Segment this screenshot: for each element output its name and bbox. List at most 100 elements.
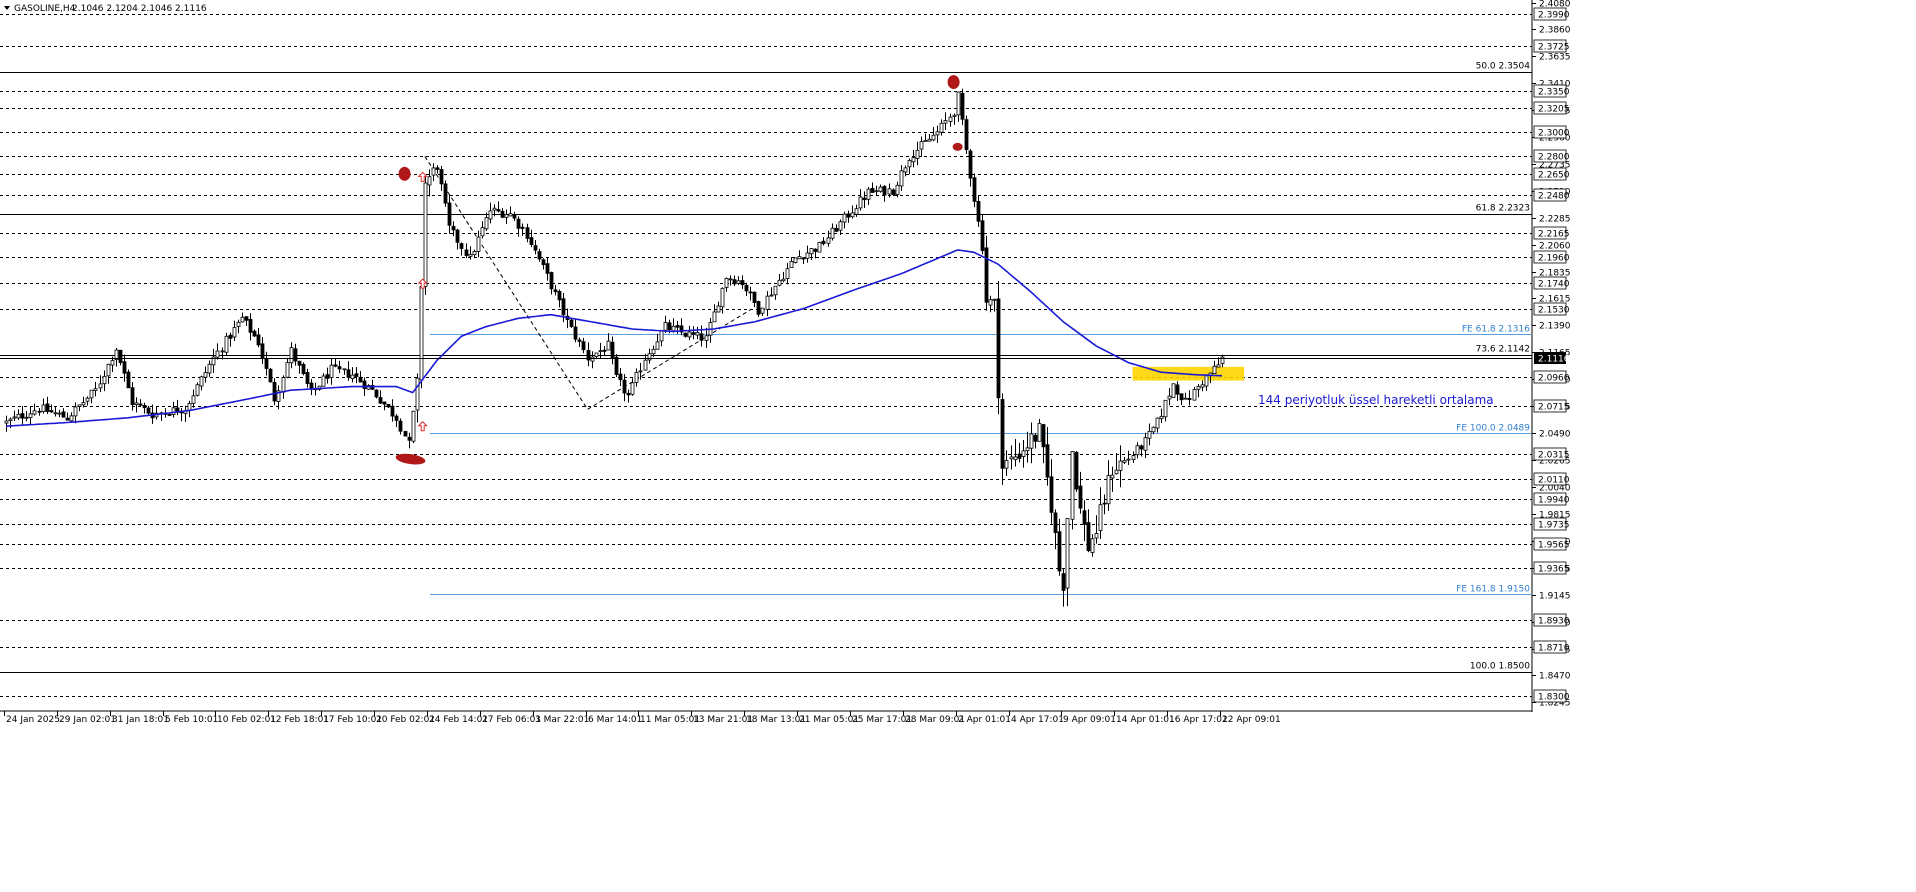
candle-body [224, 335, 229, 353]
candle-body [411, 410, 416, 442]
pattern-trend-line [424, 156, 588, 410]
candle-body [854, 208, 859, 215]
candle-body [1114, 469, 1119, 475]
candle-body [337, 366, 342, 370]
candle-body [268, 368, 273, 383]
candle-body [1131, 455, 1136, 461]
up-arrow-icon [417, 171, 428, 182]
price-axis-tick-label: 2.3635 [1539, 53, 1571, 63]
candle-body [533, 245, 538, 251]
candle-body [756, 301, 761, 315]
candle-body [464, 249, 469, 256]
candle-body [256, 334, 261, 346]
candle-body [354, 373, 359, 377]
level-price-label: 2.0315 [1538, 451, 1570, 461]
candle-body [81, 402, 86, 406]
candle-body [220, 350, 225, 353]
candle-body [480, 227, 485, 237]
candle-body [195, 384, 200, 396]
candle-body [264, 358, 269, 369]
time-axis-label: 12 Feb 18:01 [270, 715, 329, 725]
candle-body [1110, 474, 1115, 479]
candle-body [455, 229, 460, 243]
candle-body [1029, 433, 1034, 449]
candle-body [272, 381, 277, 402]
time-axis-label: 22 Apr 09:01 [1222, 715, 1281, 725]
time-axis-label: 24 Feb 14:01 [429, 715, 488, 725]
time-axis-label: 13 Mar 21:01 [693, 715, 753, 725]
candle-body [549, 272, 554, 290]
candle-body [679, 325, 684, 333]
level-price-box [1533, 250, 1567, 264]
candle-body [972, 177, 977, 202]
candle-body [260, 343, 265, 359]
candle-body [765, 295, 770, 310]
price-axis-tick-label: 1.9145 [1539, 592, 1571, 602]
candle-body [329, 364, 334, 378]
candle-body [1200, 384, 1205, 388]
candle-body [85, 397, 90, 402]
candle-body [1078, 485, 1083, 509]
candle-body [134, 402, 139, 405]
level-price-label: 2.2165 [1538, 230, 1570, 240]
candle-body [895, 184, 900, 195]
candle-body [281, 377, 286, 393]
candle-body [358, 376, 363, 383]
candle-body [858, 196, 863, 209]
time-axis-label: 10 Feb 02:01 [217, 715, 276, 725]
candle-body [878, 186, 883, 192]
level-price-box [1533, 84, 1567, 98]
level-price-label: 2.3990 [1538, 11, 1570, 21]
candle-body [634, 371, 639, 383]
level-price-box [1533, 7, 1567, 21]
swing-point-marker [398, 166, 411, 181]
candle-body [1041, 424, 1046, 448]
candle-body [830, 227, 835, 239]
candle-body [691, 332, 696, 335]
candle-body [16, 413, 21, 419]
price-axis-tick-label: 2.0040 [1539, 484, 1571, 494]
candle-body [342, 368, 347, 371]
candle-body [789, 261, 794, 268]
candle-body [1118, 460, 1123, 471]
candle-body [736, 280, 741, 284]
candle-body [488, 210, 493, 220]
candle-body [1017, 453, 1022, 459]
time-axis-label: 17 Feb 10:01 [323, 715, 382, 725]
level-price-box [1533, 537, 1567, 551]
candle-body [386, 403, 391, 408]
dropdown-triangle-icon[interactable] [4, 6, 10, 10]
candle-body [118, 349, 123, 363]
level-price-box [1533, 149, 1567, 163]
candle-body [931, 134, 936, 141]
level-price-label: 2.3000 [1538, 129, 1570, 139]
candle-body [248, 318, 253, 333]
candle-body [919, 141, 924, 150]
candle-body [846, 213, 851, 218]
candle-body [1106, 475, 1111, 505]
candle-body [423, 182, 428, 287]
candle-body [53, 412, 58, 415]
candle-body [211, 356, 216, 366]
candle-body [801, 257, 806, 260]
candle-body [403, 430, 408, 437]
candle-body [106, 363, 111, 377]
candle-body [1187, 398, 1192, 400]
candle-body [114, 349, 119, 360]
candle-body [866, 188, 871, 200]
price-axis-tick-label: 2.3410 [1539, 80, 1571, 90]
ohlc-values: 2.1046 2.1204 2.1046 2.1116 [72, 4, 207, 14]
candle-body [1098, 504, 1103, 531]
candle-body [285, 362, 290, 378]
candle-body [964, 119, 969, 151]
candle-body [61, 411, 66, 418]
candle-body [12, 416, 17, 419]
level-price-box [1533, 188, 1567, 202]
price-axis-tick-label: 2.0265 [1539, 457, 1571, 467]
fibonacci-expansion-label: FE 161.8 1.9150 [1456, 585, 1530, 595]
candle-body [976, 201, 981, 222]
candle-body [980, 220, 985, 251]
candle-body [1151, 426, 1156, 433]
candle-body [610, 341, 615, 359]
